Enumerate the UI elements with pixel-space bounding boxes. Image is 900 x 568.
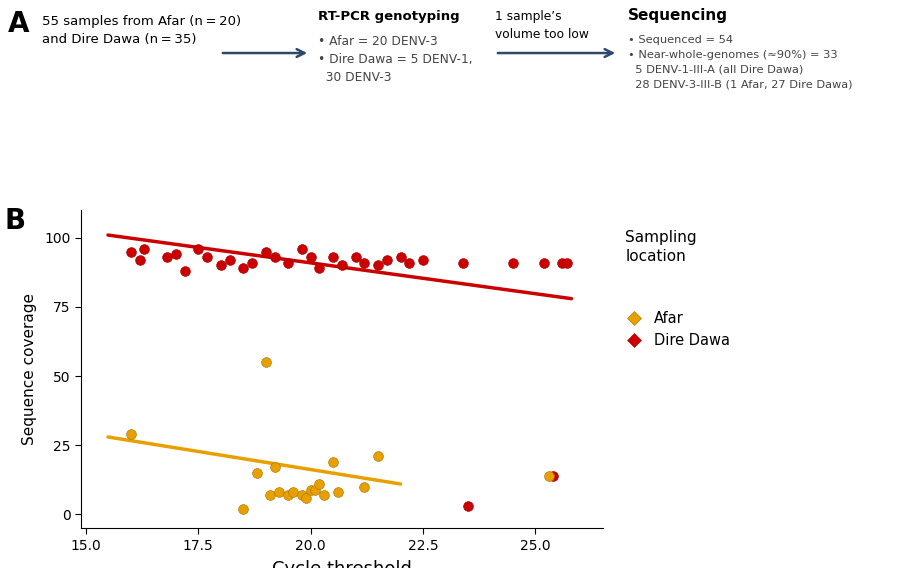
Text: Sampling
location: Sampling location xyxy=(626,230,698,264)
Point xyxy=(123,247,138,256)
Point xyxy=(308,485,322,494)
Legend: Afar, Dire Dawa: Afar, Dire Dawa xyxy=(619,311,730,348)
Point xyxy=(380,256,394,265)
Point xyxy=(402,258,417,268)
Text: A: A xyxy=(8,10,30,38)
Point xyxy=(249,469,264,478)
Text: B: B xyxy=(4,207,25,235)
Point xyxy=(537,258,552,268)
Point xyxy=(312,264,327,273)
Point xyxy=(272,488,286,497)
Point xyxy=(267,253,282,262)
Point xyxy=(123,429,138,438)
Point xyxy=(335,261,349,270)
Point xyxy=(236,264,250,273)
Point xyxy=(416,256,430,265)
X-axis label: Cycle threshold: Cycle threshold xyxy=(272,559,412,568)
Point xyxy=(285,488,300,497)
Text: 55 samples from Afar (n = 20)
and Dire Dawa (n = 35): 55 samples from Afar (n = 20) and Dire D… xyxy=(42,15,241,46)
Point xyxy=(294,491,309,500)
Point xyxy=(546,471,561,480)
Point xyxy=(303,253,318,262)
Point xyxy=(461,502,475,511)
Point xyxy=(560,258,574,268)
Text: • Sequenced = 54
• Near-whole-genomes (≈90%) = 33
  5 DENV-1-III-A (all Dire Daw: • Sequenced = 54 • Near-whole-genomes (≈… xyxy=(628,35,852,89)
Point xyxy=(312,479,327,488)
Point xyxy=(330,488,345,497)
Text: RT-PCR genotyping: RT-PCR genotyping xyxy=(318,10,460,23)
Point xyxy=(393,253,408,262)
Point xyxy=(281,258,295,268)
Point xyxy=(506,258,520,268)
Point xyxy=(303,485,318,494)
Point xyxy=(281,491,295,500)
Point xyxy=(542,471,556,480)
Point xyxy=(213,261,228,270)
Point xyxy=(299,493,313,502)
Point xyxy=(168,250,183,259)
Point xyxy=(222,256,237,265)
Point xyxy=(357,482,372,491)
Point xyxy=(159,253,174,262)
Point xyxy=(132,256,147,265)
Point xyxy=(326,253,340,262)
Point xyxy=(326,457,340,466)
Point xyxy=(200,253,214,262)
Point xyxy=(137,244,151,253)
Point xyxy=(555,258,570,268)
Text: • Afar = 20 DENV-3
• Dire Dawa = 5 DENV-1,
  30 DENV-3: • Afar = 20 DENV-3 • Dire Dawa = 5 DENV-… xyxy=(318,35,472,84)
Point xyxy=(191,244,205,253)
Point xyxy=(245,258,259,268)
Point xyxy=(371,261,385,270)
Point xyxy=(371,452,385,461)
Text: 1 sample’s
volume too low: 1 sample’s volume too low xyxy=(495,10,589,41)
Point xyxy=(263,491,277,500)
Point xyxy=(456,258,471,268)
Point xyxy=(357,258,372,268)
Point xyxy=(294,244,309,253)
Point xyxy=(317,491,331,500)
Point xyxy=(348,253,363,262)
Point xyxy=(258,358,273,367)
Point xyxy=(236,504,250,513)
Point xyxy=(177,266,192,275)
Y-axis label: Sequence coverage: Sequence coverage xyxy=(22,293,37,445)
Text: Sequencing: Sequencing xyxy=(628,8,728,23)
Point xyxy=(258,247,273,256)
Point xyxy=(267,463,282,472)
